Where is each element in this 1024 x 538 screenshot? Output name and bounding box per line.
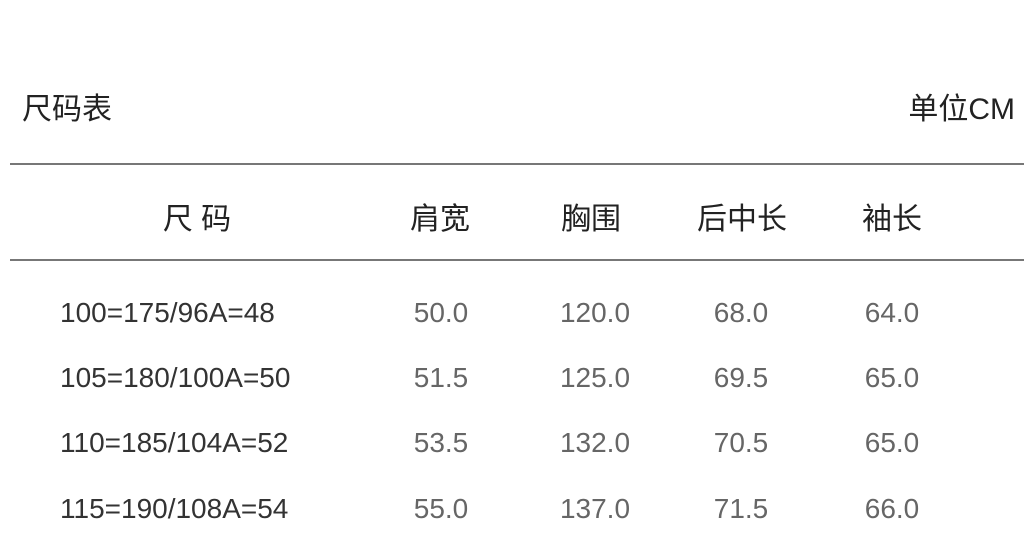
table-row: 100=175/96A=48 50.0 120.0 68.0 64.0	[0, 297, 1024, 337]
header-back-length: 后中长	[697, 203, 787, 236]
measure-cell: 69.5	[713, 362, 769, 393]
header-sleeve: 袖长	[862, 203, 922, 236]
size-cell: 115=190/108A=54	[60, 493, 289, 524]
measure-cell: 65.0	[864, 362, 920, 393]
measure-cell: 65.0	[864, 427, 920, 458]
size-cell: 100=175/96A=48	[60, 297, 275, 328]
measure-cell: 120.0	[559, 297, 631, 328]
measure-cell: 71.5	[713, 493, 769, 524]
measure-cell: 125.0	[559, 362, 631, 393]
size-cell: 110=185/104A=52	[60, 427, 289, 458]
measure-cell: 137.0	[559, 493, 631, 524]
header-chest: 胸围	[561, 203, 621, 236]
measure-cell: 70.5	[713, 427, 769, 458]
measure-cell: 50.0	[413, 297, 469, 328]
measure-cell: 51.5	[413, 362, 469, 393]
measure-cell: 66.0	[864, 493, 920, 524]
table-row: 115=190/108A=54 55.0 137.0 71.5 66.0	[0, 493, 1024, 533]
header-size: 尺 码	[162, 203, 232, 236]
table-row: 105=180/100A=50 51.5 125.0 69.5 65.0	[0, 362, 1024, 402]
measure-cell: 55.0	[413, 493, 469, 524]
measure-cell: 132.0	[559, 427, 631, 458]
size-chart-title: 尺码表	[22, 93, 112, 126]
measure-cell: 53.5	[413, 427, 469, 458]
table-row: 110=185/104A=52 53.5 132.0 70.5 65.0	[0, 427, 1024, 467]
measure-cell: 64.0	[864, 297, 920, 328]
header-shoulder: 肩宽	[410, 203, 470, 236]
size-cell: 105=180/100A=50	[60, 362, 291, 393]
header-top-divider	[10, 163, 1024, 165]
unit-label: 单位CM	[908, 93, 1015, 126]
measure-cell: 68.0	[713, 297, 769, 328]
header-bottom-divider	[10, 259, 1024, 261]
